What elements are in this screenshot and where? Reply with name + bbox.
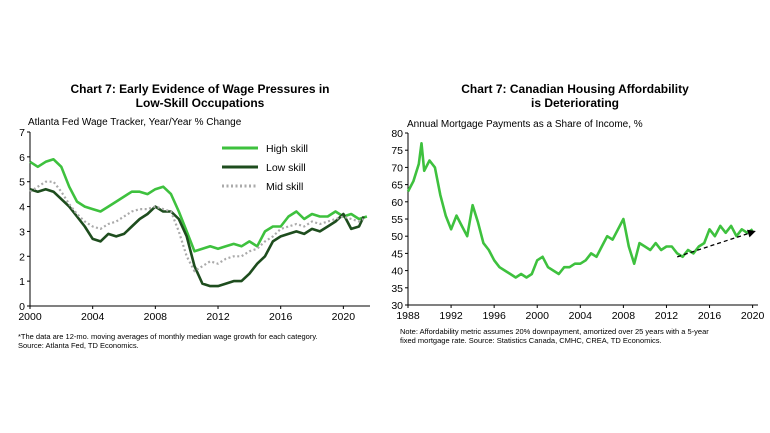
x-tick-label: 2000 — [18, 311, 42, 323]
chart-source-line: Source: Atlanta Fed, TD Economics. — [18, 341, 139, 350]
legend-label: Low skill — [266, 162, 306, 174]
x-tick-label: 1992 — [439, 310, 463, 322]
y-tick-label: 30 — [391, 300, 403, 312]
series-line-mid-skill — [29, 180, 365, 273]
x-tick-label: 1996 — [482, 310, 506, 322]
legend-label: Mid skill — [266, 181, 303, 193]
y-tick-label: 65 — [391, 180, 403, 192]
series-line-low-skill — [29, 187, 365, 288]
trend-arrow-head — [746, 229, 756, 238]
y-tick-label: 4 — [19, 202, 25, 214]
housing-chart-svg: 30 35 40 45 50 55 60 65 70 75 80 1988 1992 1996 2000 20… — [391, 128, 765, 322]
x-tick-label: 2020 — [741, 310, 765, 322]
chart-note-line1: Note: Affordability metric assumes 20% d… — [400, 327, 709, 336]
x-tick-label: 1988 — [396, 310, 420, 322]
y-tick-label: 35 — [391, 283, 403, 295]
chart-panel-housing: Chart 7: Canadian Housing Affordability … — [385, 0, 770, 433]
x-tick-label: 2012 — [206, 311, 230, 323]
x-tick-label: 2016 — [269, 311, 293, 323]
series-line-0 — [406, 142, 754, 279]
y-tick-label: 6 — [19, 152, 25, 164]
x-tick-label: 2012 — [655, 310, 679, 322]
chart-note-line2: fixed mortgage rate. Source: Statistics … — [400, 336, 662, 345]
y-tick-label: 70 — [391, 162, 403, 174]
y-tick-label: 45 — [391, 248, 403, 260]
y-tick-label: 75 — [391, 145, 403, 157]
chart-title-line2: Low-Skill Occupations — [135, 96, 265, 110]
chart-title-line1: Chart 7: Early Evidence of Wage Pressure… — [70, 82, 330, 96]
y-tick-label: 0 — [19, 301, 25, 313]
chart-subtitle: Atlanta Fed Wage Tracker, Year/Year % Ch… — [28, 117, 242, 128]
chart-note-line1: *The data are 12-mo. moving averages of … — [18, 332, 318, 341]
y-tick-label: 55 — [391, 214, 403, 226]
chart-subtitle: Annual Mortgage Payments as a Share of I… — [407, 119, 643, 130]
y-tick-label: 2 — [19, 251, 25, 263]
y-tick-label: 7 — [19, 127, 25, 139]
y-tick-label: 50 — [391, 231, 403, 243]
y-tick-label: 60 — [391, 197, 403, 209]
x-tick-label: 2008 — [144, 311, 168, 323]
wage-chart-svg: 0 1 2 3 4 5 6 7 2000 2004 2008 2012 2016 2020 High ski… — [18, 127, 370, 323]
legend-label: High skill — [266, 143, 308, 155]
chart-title-line2: is Deteriorating — [530, 96, 620, 110]
x-tick-label: 2004 — [569, 310, 593, 322]
y-tick-label: 1 — [19, 276, 25, 288]
x-tick-label: 2004 — [81, 311, 105, 323]
y-tick-label: 3 — [19, 226, 25, 238]
chart-panel-wage: Chart 7: Early Evidence of Wage Pressure… — [18, 82, 370, 350]
y-tick-label: 5 — [19, 177, 25, 189]
x-tick-label: 2020 — [332, 311, 356, 323]
series-line-high-skill — [29, 158, 368, 253]
y-tick-label: 80 — [391, 128, 403, 140]
x-tick-label: 2000 — [526, 310, 550, 322]
x-tick-label: 2016 — [698, 310, 722, 322]
chart-title-line1: Chart 7: Canadian Housing Affordability — [461, 82, 689, 96]
x-tick-label: 2008 — [612, 310, 636, 322]
y-tick-label: 40 — [391, 266, 403, 278]
